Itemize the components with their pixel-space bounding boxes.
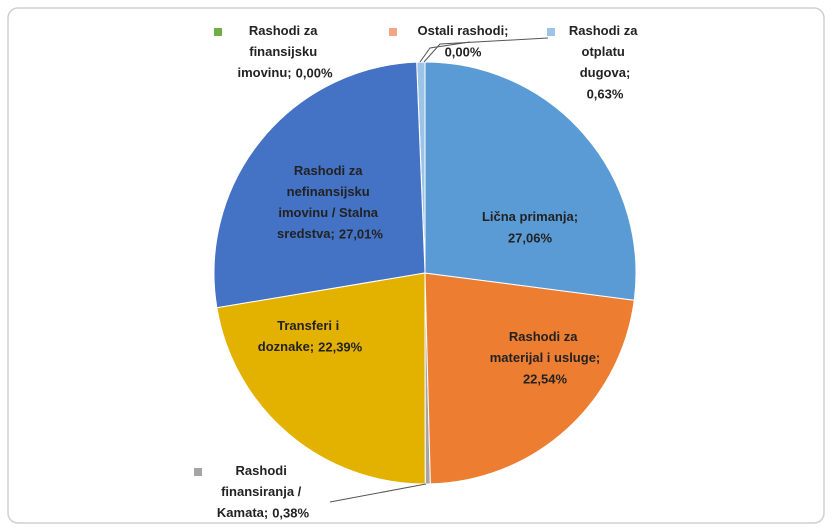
- data-label: 22,54%: [523, 371, 568, 386]
- data-label: 27,01%: [339, 226, 384, 241]
- data-label: Lična primanja;: [482, 209, 578, 224]
- data-label: Rashodi za otplatu dugova;: [569, 23, 641, 80]
- data-label: 22,39%: [318, 339, 363, 354]
- data-label: Rashodi finansiranja / Kamata;: [217, 463, 305, 520]
- data-label: 0,63%: [587, 86, 624, 101]
- data-label: 0,00%: [296, 65, 333, 80]
- pie-slice: [216, 272, 426, 485]
- data-label: 0,00%: [445, 44, 482, 59]
- pie-slice: [424, 61, 637, 301]
- data-label: Rashodi za finansijsku imovinu;: [237, 23, 321, 80]
- data-label: Rashodi za materijal i usluge;: [490, 329, 601, 365]
- legend-key: [194, 468, 202, 476]
- legend-key: [214, 28, 222, 36]
- data-label: Rashodi za nefinansijsku imovinu / Staln…: [277, 163, 382, 241]
- leader-line: [419, 41, 471, 63]
- data-label: 0,38%: [272, 505, 309, 520]
- legend-key: [547, 28, 555, 36]
- data-label: 27,06%: [508, 230, 553, 245]
- pie-slice: [424, 272, 635, 485]
- leader-line: [329, 483, 427, 503]
- data-label: Ostali rashodi;: [417, 23, 508, 38]
- legend-key: [389, 28, 397, 36]
- pie-slice: [213, 61, 426, 309]
- leader-line: [423, 37, 549, 63]
- data-label: Transferi i doznake;: [258, 318, 343, 354]
